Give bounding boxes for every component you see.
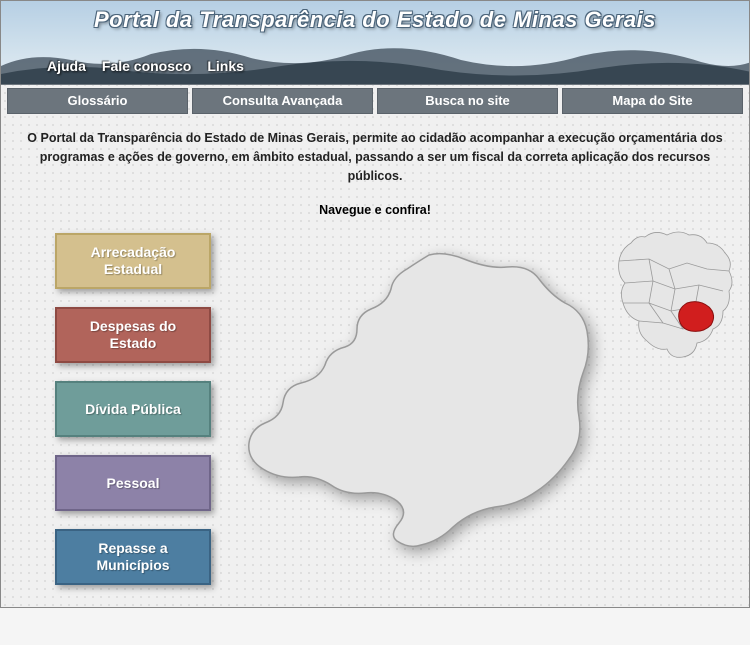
main-content: Arrecadação Estadual Despesas do Estado …: [1, 225, 749, 645]
main-navbar: Glossário Consulta Avançada Busca no sit…: [1, 85, 749, 119]
header-top-links: Ajuda Fale conosco Links: [47, 58, 244, 74]
btn-pessoal[interactable]: Pessoal: [55, 455, 211, 511]
mg-shape: [249, 254, 589, 547]
brazil-outline: [619, 232, 732, 357]
nav-busca[interactable]: Busca no site: [377, 88, 558, 114]
link-fale-conosco[interactable]: Fale conosco: [102, 58, 191, 74]
btn-despesas[interactable]: Despesas do Estado: [55, 307, 211, 363]
btn-arrecadacao[interactable]: Arrecadação Estadual: [55, 233, 211, 289]
link-ajuda[interactable]: Ajuda: [47, 58, 86, 74]
link-links[interactable]: Links: [207, 58, 244, 74]
nav-consulta-avancada[interactable]: Consulta Avançada: [192, 88, 373, 114]
category-buttons: Arrecadação Estadual Despesas do Estado …: [55, 233, 211, 585]
btn-divida[interactable]: Dívida Pública: [55, 381, 211, 437]
intro-subtitle: Navegue e confira!: [1, 189, 749, 225]
btn-repasse[interactable]: Repasse a Municípios: [55, 529, 211, 585]
site-title: Portal da Transparência do Estado de Min…: [1, 7, 749, 33]
site-header: Portal da Transparência do Estado de Min…: [1, 1, 749, 85]
intro-text: O Portal da Transparência do Estado de M…: [1, 119, 749, 189]
brazil-mg-highlight: [679, 302, 714, 332]
brazil-mini-map: [609, 225, 739, 365]
minas-gerais-map: [239, 245, 599, 575]
nav-glossario[interactable]: Glossário: [7, 88, 188, 114]
nav-mapa-site[interactable]: Mapa do Site: [562, 88, 743, 114]
